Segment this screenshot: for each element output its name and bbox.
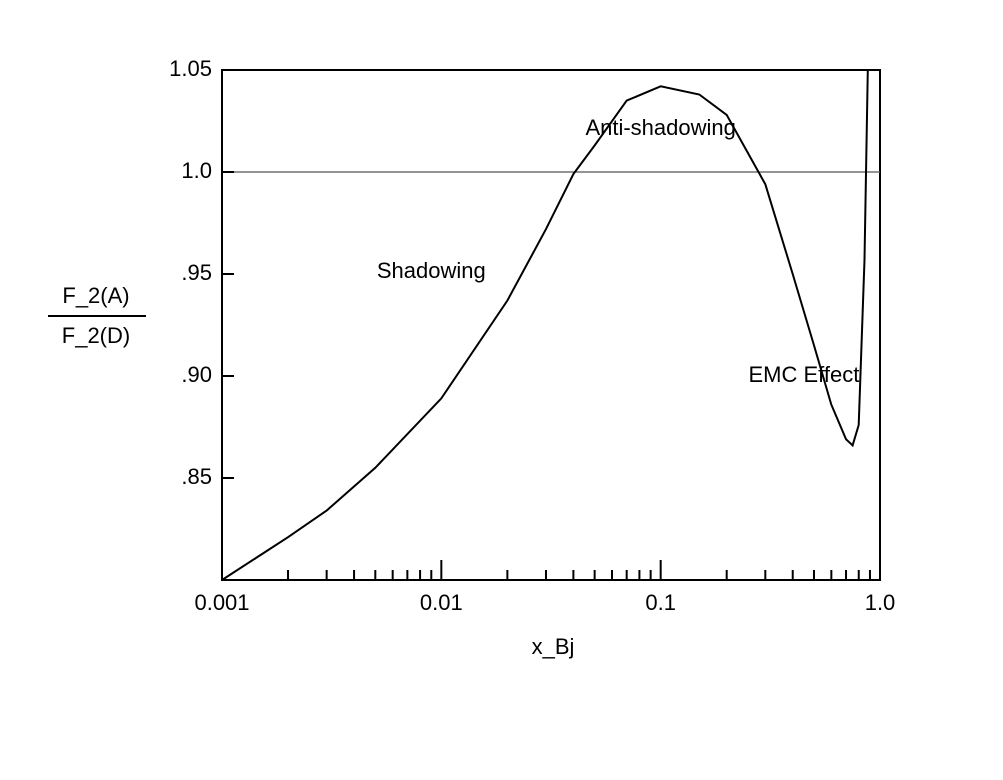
data-line [221, 69, 869, 581]
x-tick-label: 0.1 [645, 590, 676, 615]
x-tick-label: 1.0 [865, 590, 896, 615]
y-axis-label-denominator: F_2(D) [62, 323, 130, 348]
y-tick-label: .95 [181, 260, 212, 285]
x-tick-label: 0.001 [194, 590, 249, 615]
y-tick-label: .90 [181, 362, 212, 387]
y-tick-label: .85 [181, 464, 212, 489]
annotation: EMC Effect [749, 362, 860, 387]
annotation: Shadowing [377, 258, 486, 283]
x-tick-label: 0.01 [420, 590, 463, 615]
annotation: Anti-shadowing [585, 115, 735, 140]
y-axis-label-numerator: F_2(A) [62, 283, 129, 308]
x-axis-label: x_Bj [532, 634, 575, 659]
plot-frame [221, 69, 881, 581]
y-tick-label: 1.0 [181, 158, 212, 183]
y-tick-label: 1.05 [169, 56, 212, 81]
